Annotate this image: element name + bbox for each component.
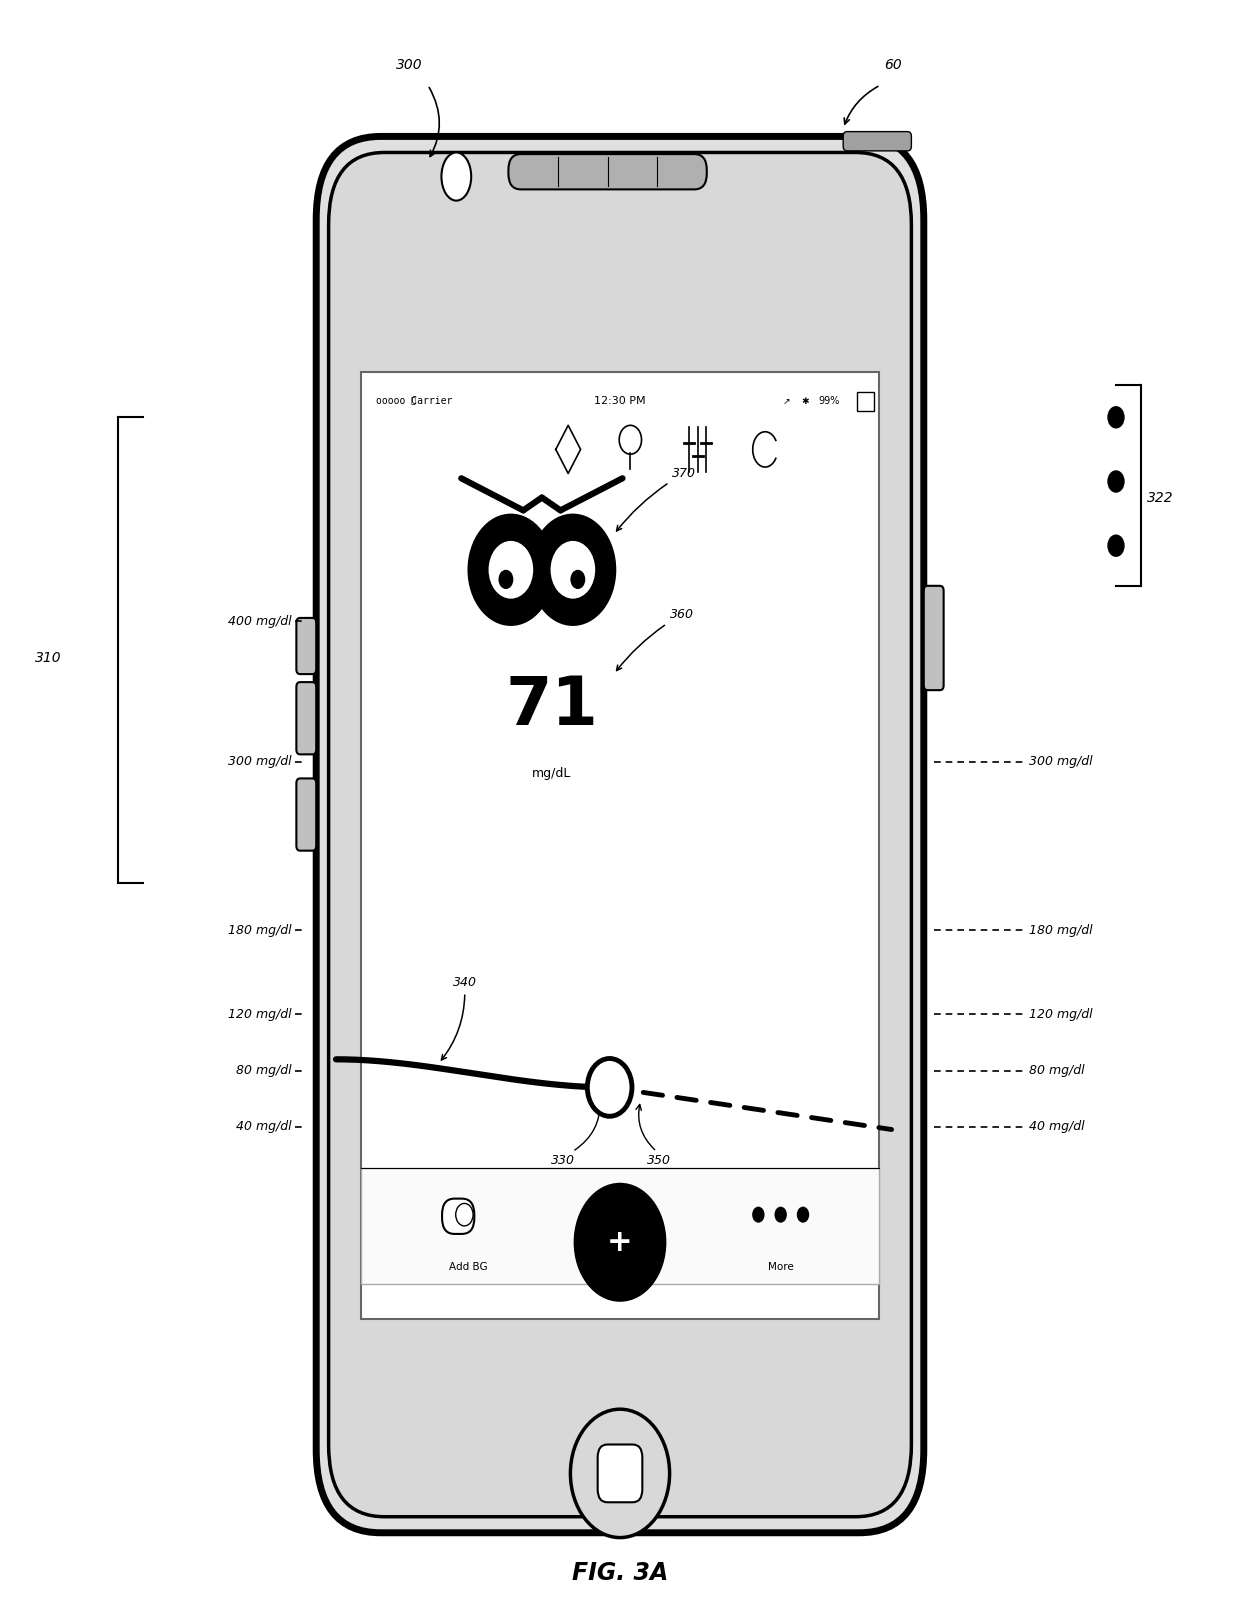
- Text: 330: 330: [551, 1154, 574, 1167]
- Text: 400 mg/dl: 400 mg/dl: [228, 615, 291, 628]
- Circle shape: [498, 570, 513, 589]
- FancyBboxPatch shape: [296, 618, 316, 674]
- FancyBboxPatch shape: [329, 152, 911, 1517]
- Bar: [361, 372, 879, 1319]
- Circle shape: [575, 1184, 665, 1300]
- FancyBboxPatch shape: [598, 1444, 642, 1502]
- Circle shape: [456, 1204, 474, 1226]
- Circle shape: [551, 541, 595, 599]
- Text: Add BG: Add BG: [449, 1262, 487, 1271]
- Text: +: +: [608, 1228, 632, 1257]
- Circle shape: [489, 541, 533, 599]
- Text: 370: 370: [616, 467, 696, 531]
- Text: 180 mg/dl: 180 mg/dl: [1029, 923, 1092, 937]
- Bar: [361, 1168, 879, 1284]
- FancyBboxPatch shape: [296, 778, 316, 851]
- Circle shape: [570, 1409, 670, 1538]
- Text: 310: 310: [35, 652, 61, 664]
- Text: Bolus: Bolus: [605, 1265, 635, 1274]
- Text: 360: 360: [616, 608, 693, 671]
- Circle shape: [797, 1207, 810, 1223]
- Circle shape: [753, 1207, 765, 1223]
- Circle shape: [1107, 406, 1125, 429]
- Text: 340: 340: [441, 976, 476, 1059]
- FancyBboxPatch shape: [508, 154, 707, 189]
- Circle shape: [570, 570, 585, 589]
- FancyBboxPatch shape: [924, 586, 944, 690]
- Text: 300 mg/dl: 300 mg/dl: [228, 754, 291, 769]
- Text: 99%: 99%: [818, 396, 841, 406]
- Text: 180 mg/dl: 180 mg/dl: [228, 923, 291, 937]
- Text: 60: 60: [884, 58, 901, 72]
- Text: 40 mg/dl: 40 mg/dl: [1029, 1120, 1085, 1133]
- Circle shape: [619, 425, 641, 454]
- FancyBboxPatch shape: [443, 1199, 475, 1234]
- Text: 71: 71: [506, 672, 598, 740]
- Bar: [857, 392, 874, 411]
- Circle shape: [775, 1207, 787, 1223]
- Circle shape: [1107, 534, 1125, 557]
- Text: 〒: 〒: [410, 396, 415, 406]
- Text: FIG. 3A: FIG. 3A: [572, 1562, 668, 1584]
- FancyBboxPatch shape: [843, 132, 911, 151]
- Circle shape: [588, 1059, 632, 1117]
- Circle shape: [529, 514, 616, 626]
- Ellipse shape: [441, 152, 471, 201]
- Circle shape: [1107, 470, 1125, 493]
- Text: More: More: [768, 1262, 794, 1271]
- Text: 300 mg/dl: 300 mg/dl: [1029, 754, 1092, 769]
- Text: 350: 350: [647, 1154, 671, 1167]
- Text: 120 mg/dl: 120 mg/dl: [228, 1008, 291, 1021]
- Text: 40 mg/dl: 40 mg/dl: [236, 1120, 291, 1133]
- Text: ✱: ✱: [801, 396, 808, 406]
- Circle shape: [467, 514, 554, 626]
- Text: 300: 300: [396, 58, 423, 72]
- Text: 80 mg/dl: 80 mg/dl: [236, 1064, 291, 1077]
- FancyBboxPatch shape: [296, 682, 316, 754]
- Text: ↗: ↗: [782, 396, 790, 406]
- Text: 322: 322: [1147, 491, 1173, 504]
- Text: ooooo Carrier: ooooo Carrier: [376, 396, 453, 406]
- Text: 80 mg/dl: 80 mg/dl: [1029, 1064, 1085, 1077]
- Text: 12:30 PM: 12:30 PM: [594, 396, 646, 406]
- Text: mg/dL: mg/dL: [532, 767, 572, 780]
- Text: 120 mg/dl: 120 mg/dl: [1029, 1008, 1092, 1021]
- FancyBboxPatch shape: [316, 136, 924, 1533]
